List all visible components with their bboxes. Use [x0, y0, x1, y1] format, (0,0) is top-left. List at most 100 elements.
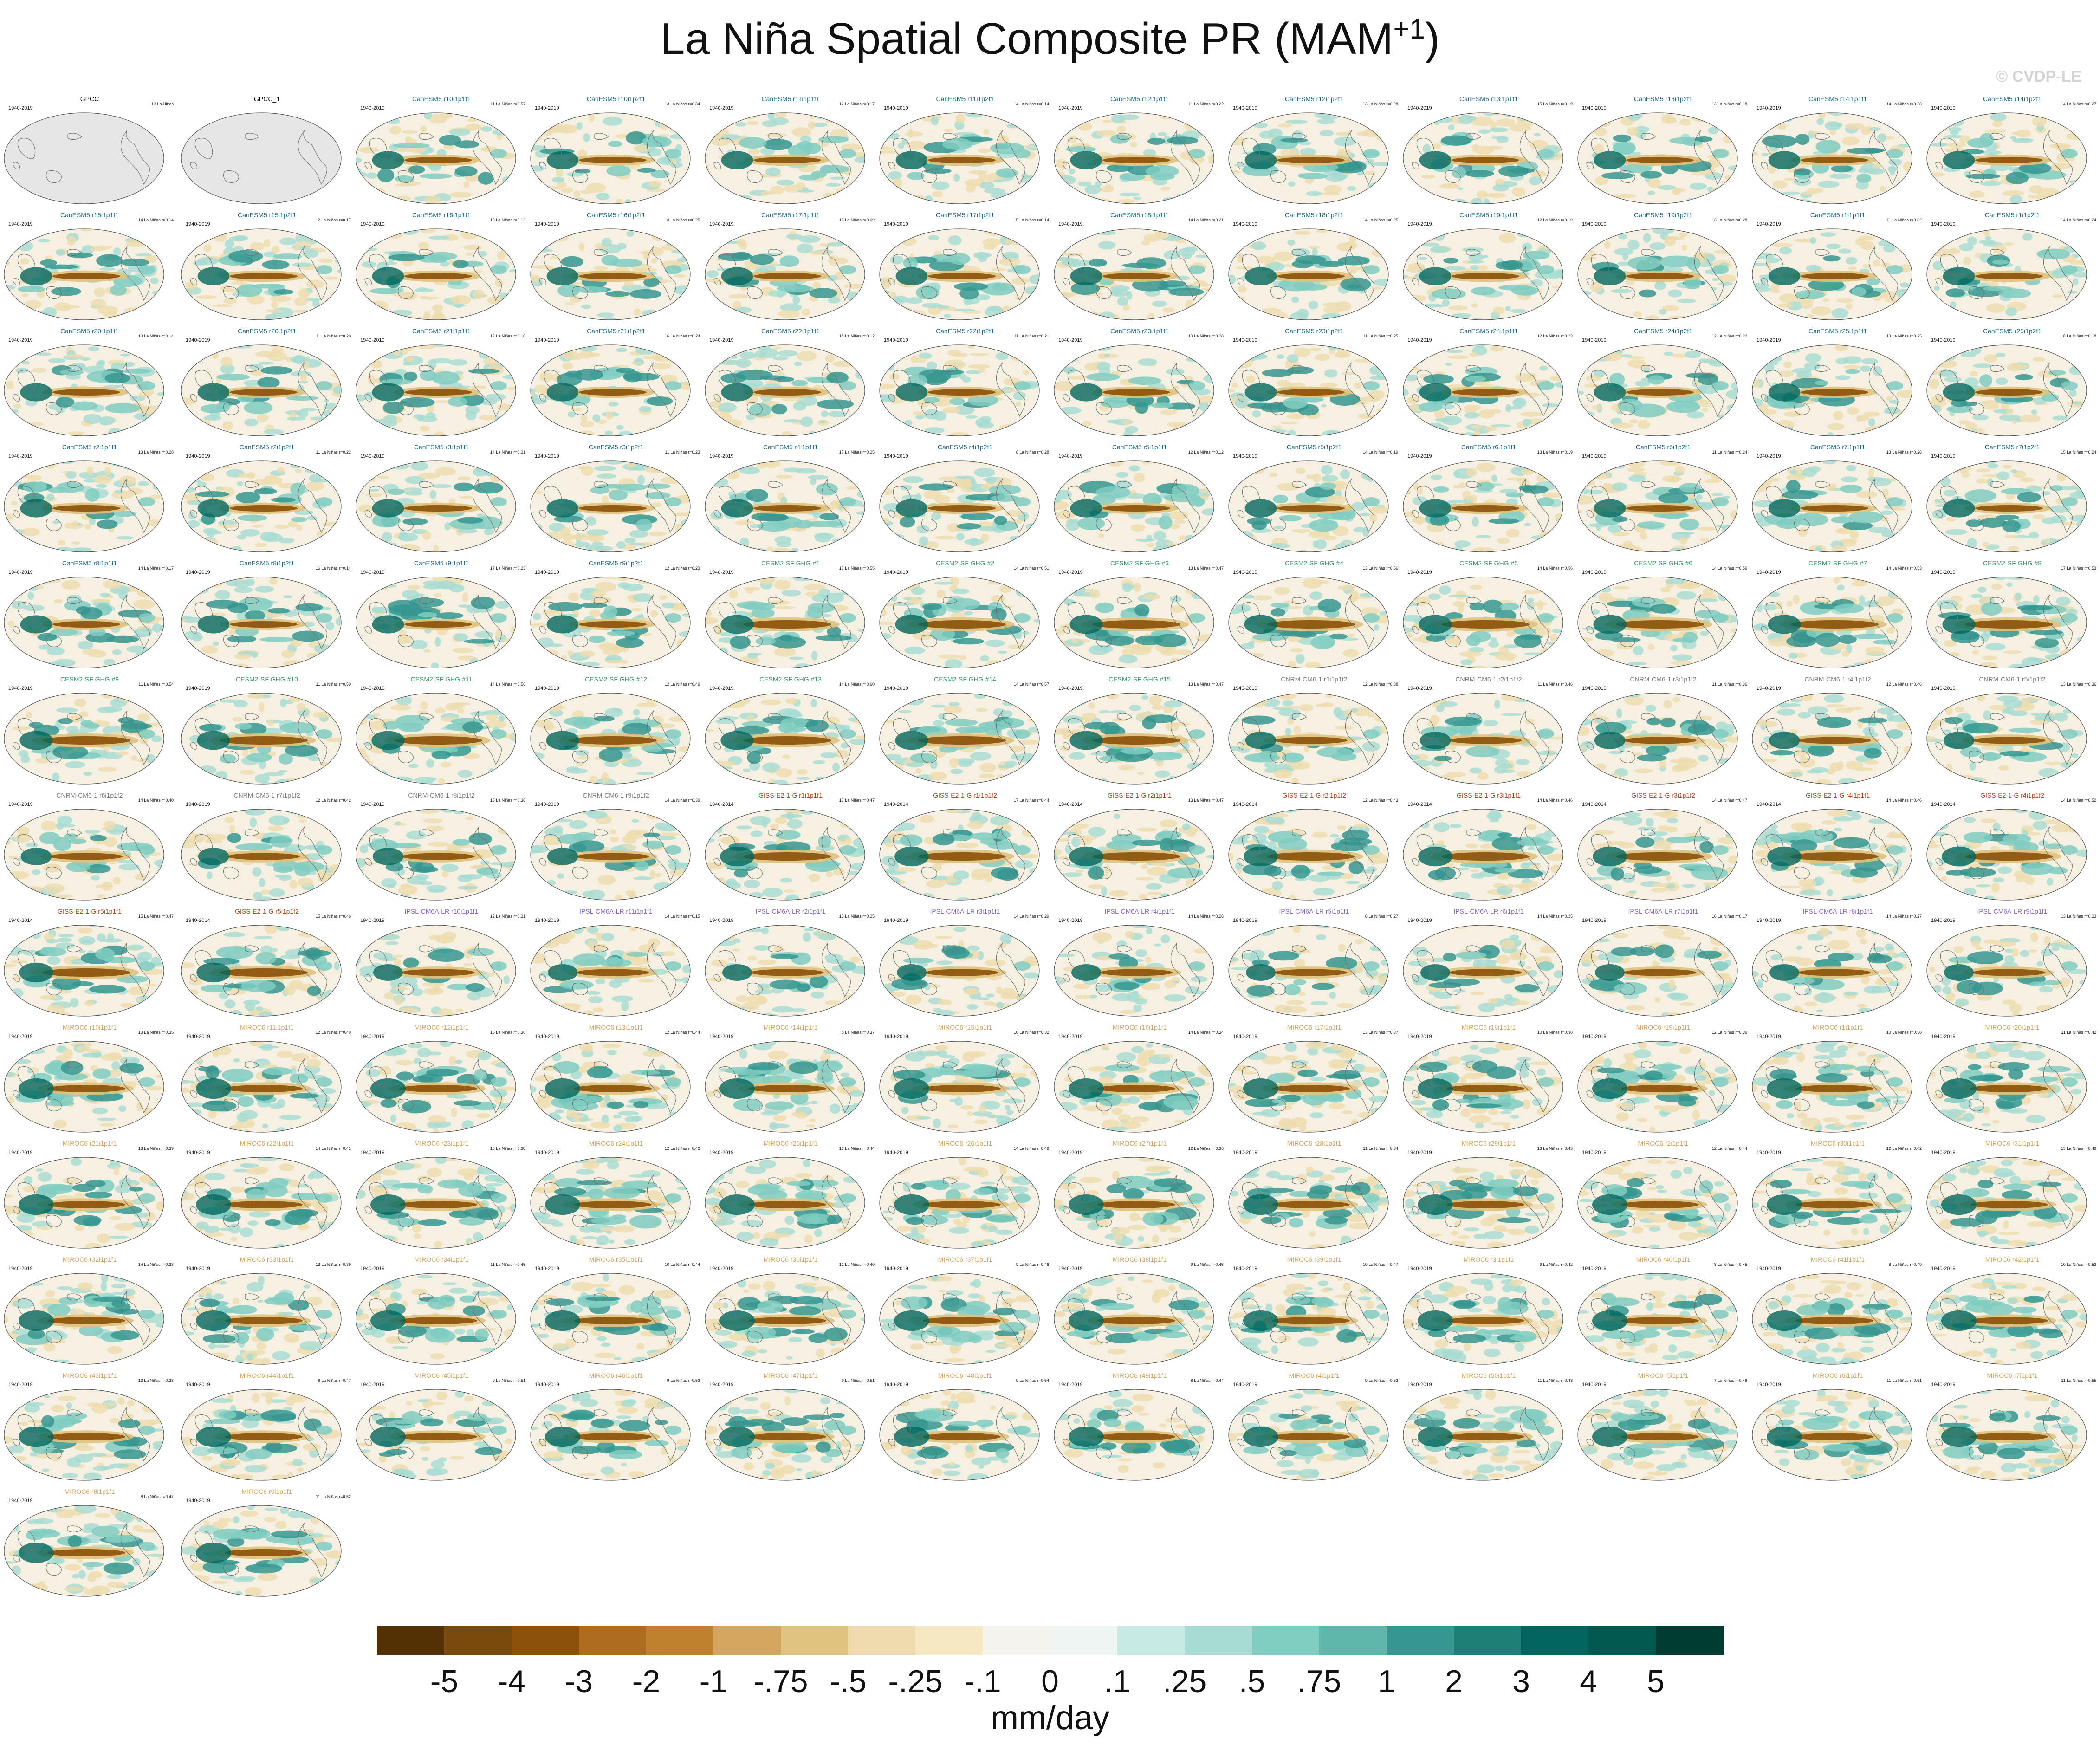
colorbar-tick-label: -3 — [564, 1664, 593, 1699]
panel-stat: 8 La Niñas r=0.27 — [1365, 914, 1398, 919]
panel-stat: 13 La Niñas r=0.39 — [138, 1146, 174, 1151]
panel-title: CanESM5 r2i1p2f1 — [239, 443, 295, 451]
map-plot — [1577, 1157, 1738, 1249]
map-panel: CanESM5 r11i1p1f1 1940-2019 12 La Niñas r=… — [704, 95, 877, 207]
map-panel: CanESM5 r1i1p1f1 1940-2019 11 La Niñas r=0… — [1751, 211, 1925, 323]
map-panel: MIROC6 r23i1p1f1 1940-2019 10 La Niñas r=0… — [355, 1140, 528, 1251]
panel-stat: 12 La Niñas r=0.17 — [839, 102, 875, 106]
panel-title: CESM2-SF GHG #2 — [935, 559, 995, 567]
panel-period: 1940-2014 — [1233, 802, 1257, 807]
map-panel: MIROC6 r27i1p1f1 1940-2019 12 La Niñas r=0… — [1053, 1140, 1226, 1251]
panel-stat: 13 La Niñas r=0.37 — [1362, 1030, 1398, 1035]
panel-period: 1940-2019 — [1407, 221, 1432, 227]
map-plot — [705, 1041, 865, 1133]
map-panel: CanESM5 r25i1p2f1 1940-2019 8 La Niñas r=0… — [1925, 327, 2099, 439]
panel-title: CESM2-SF GHG #3 — [1110, 559, 1169, 567]
map-panel: CanESM5 r2i1p1f1 1940-2019 13 La Niñas r=0… — [3, 443, 176, 555]
panel-stat: 13 La Niñas r=0.38 — [138, 1378, 174, 1383]
panel-period: 1940-2019 — [1233, 1034, 1257, 1039]
panel-period: 1940-2019 — [360, 1034, 385, 1039]
panel-title: CESM2-SF GHG #1 — [761, 559, 820, 567]
map-panel: CanESM5 r17i1p1f1 1940-2019 15 La Niñas r=… — [704, 211, 877, 323]
panel-period: 1940-2019 — [1756, 454, 1781, 459]
panel-stat: 12 La Niñas r=0.38 — [1362, 682, 1398, 687]
map-plot — [1403, 460, 1563, 552]
panel-period: 1940-2019 — [1756, 570, 1781, 575]
panel-stat: 14 La Niñas r=0.46 — [1886, 798, 1922, 803]
panel-period: 1940-2019 — [535, 454, 559, 459]
map-panel: CanESM5 r1i1p2f1 1940-2019 14 La Niñas r=0… — [1925, 211, 2099, 323]
map-panel: MIROC6 r30i1p1f1 1940-2019 12 La Niñas r=0… — [1751, 1140, 1925, 1251]
map-plot — [1403, 577, 1563, 668]
map-plot — [1577, 228, 1738, 320]
panel-period: 1940-2019 — [709, 1382, 734, 1388]
map-plot — [1228, 925, 1389, 1017]
map-plot — [1228, 1273, 1389, 1365]
panel-period: 1940-2019 — [1756, 221, 1781, 227]
panel-title: MIROC6 r45i1p1f1 — [414, 1372, 469, 1379]
map-panel: MIROC6 r41i1p1f1 1940-2019 8 La Niñas r=0.… — [1751, 1256, 1925, 1367]
panel-title: CNRM-CM6-1 r2i1p1f2 — [1455, 675, 1522, 683]
panel-title: CESM2-SF GHG #11 — [410, 675, 473, 683]
panel-title: CanESM5 r6i1p2f1 — [1635, 443, 1691, 451]
panel-period: 1940-2019 — [709, 105, 734, 111]
map-plot — [1403, 1273, 1563, 1365]
panel-period: 1940-2014 — [8, 918, 33, 923]
panel-title: MIROC6 r7i1p1f1 — [1987, 1372, 2038, 1379]
panel-period: 1940-2019 — [1058, 105, 1083, 111]
panel-stat: 11 La Niñas r=0.24 — [1712, 450, 1747, 454]
panel-stat: 8 La Niñas r=0.49 — [1888, 1262, 1922, 1267]
panel-period: 1940-2014 — [186, 918, 210, 923]
map-panel: CanESM5 r18i1p1f1 1940-2019 14 La Niñas r=… — [1053, 211, 1226, 323]
panel-stat: 16 La Niñas r=0.14 — [315, 566, 351, 571]
panel-stat: 12 La Niñas r=0.39 — [1711, 1030, 1747, 1035]
panel-title: MIROC6 r49i1p1f1 — [1112, 1372, 1167, 1379]
panel-title: CanESM5 r1i1p2f1 — [1984, 211, 2040, 219]
map-panel: CanESM5 r5i1p2f1 1940-2019 14 La Niñas r=0… — [1227, 443, 1401, 555]
map-plot — [1228, 1157, 1389, 1249]
map-plot — [1577, 460, 1738, 552]
panel-stat: 15 La Niñas r=0.47 — [138, 914, 174, 919]
map-panel: MIROC6 r5i1p1f1 1940-2019 7 La Niñas r=0.4… — [1576, 1372, 1750, 1483]
map-plot — [530, 693, 691, 785]
panel-stat: 10 La Niñas r=0.44 — [664, 1262, 700, 1267]
panel-stat: 13 La Niñas r=0.28 — [1711, 218, 1747, 222]
panel-stat: 11 La Niñas r=0.48 — [1537, 1378, 1573, 1383]
panel-stat: 13 La Niñas r=0.14 — [138, 334, 174, 338]
panel-period: 1940-2019 — [1756, 686, 1781, 691]
map-panel: IPSL-CM6A-LR r10i1p1f1 1940-2019 12 La Niñ… — [355, 908, 528, 1019]
panel-stat: 14 La Niñas r=0.39 — [664, 798, 700, 803]
map-plot — [1752, 228, 1912, 320]
colorbar — [377, 1626, 1724, 1655]
map-plot — [530, 1389, 691, 1481]
panel-stat: 9 La Niñas r=0.52 — [1365, 1378, 1398, 1383]
map-panel: CNRM-CM6-1 r5i1p1f2 1940-2019 13 La Niñas … — [1925, 675, 2099, 787]
map-panel: CanESM5 r24i1p1f1 1940-2019 12 La Niñas r=… — [1402, 327, 1575, 439]
map-plot — [1926, 809, 2087, 901]
map-plot — [356, 228, 516, 320]
map-plot — [1054, 228, 1214, 320]
panel-stat: 12 La Niñas r=0.19 — [1537, 218, 1573, 222]
map-panel: CanESM5 r11i1p2f1 1940-2019 14 La Niñas r=… — [878, 95, 1052, 207]
map-panel: MIROC6 r35i1p1f1 1940-2019 10 La Niñas r=0… — [529, 1256, 703, 1367]
map-panel: CESM2-SF GHG #8 1940-2019 17 La Niñas r=0.… — [1925, 559, 2099, 671]
panel-stat: 13 La Niñas r=0.47 — [1188, 798, 1224, 803]
panel-title: MIROC6 r23i1p1f1 — [414, 1140, 469, 1147]
panel-title: CanESM5 r19i1p1f1 — [1459, 211, 1518, 219]
map-panel: CESM2-SF GHG #2 1940-2019 14 La Niñas r=0.… — [878, 559, 1052, 671]
panel-stat: 17 La Niñas r=0.47 — [839, 798, 875, 803]
map-panel: MIROC6 r33i1p1f1 1940-2019 13 La Niñas r=0… — [180, 1256, 354, 1367]
panel-period: 1940-2019 — [535, 918, 559, 923]
panel-title: CanESM5 r23i1p2f1 — [1284, 327, 1344, 335]
panel-stat: 11 La Niñas r=0.23 — [665, 450, 700, 454]
map-panel: GISS-E2-1-G r5i1p1f1 1940-2014 15 La Niñas… — [3, 908, 176, 1019]
panel-title: MIROC6 r43i1p1f1 — [62, 1372, 117, 1379]
panel-period: 1940-2019 — [1233, 570, 1257, 575]
map-plot — [1752, 1389, 1912, 1481]
map-panel: MIROC6 r10i1p1f1 1940-2019 13 La Niñas r=0… — [3, 1024, 176, 1135]
map-plot — [4, 1389, 164, 1481]
map-plot — [181, 693, 342, 785]
map-panel: GISS-E2-1-G r2i1p1f2 1940-2014 12 La Niñas… — [1227, 791, 1401, 903]
panel-title: MIROC6 r13i1p1f1 — [589, 1024, 643, 1031]
map-plot — [1926, 925, 2087, 1017]
